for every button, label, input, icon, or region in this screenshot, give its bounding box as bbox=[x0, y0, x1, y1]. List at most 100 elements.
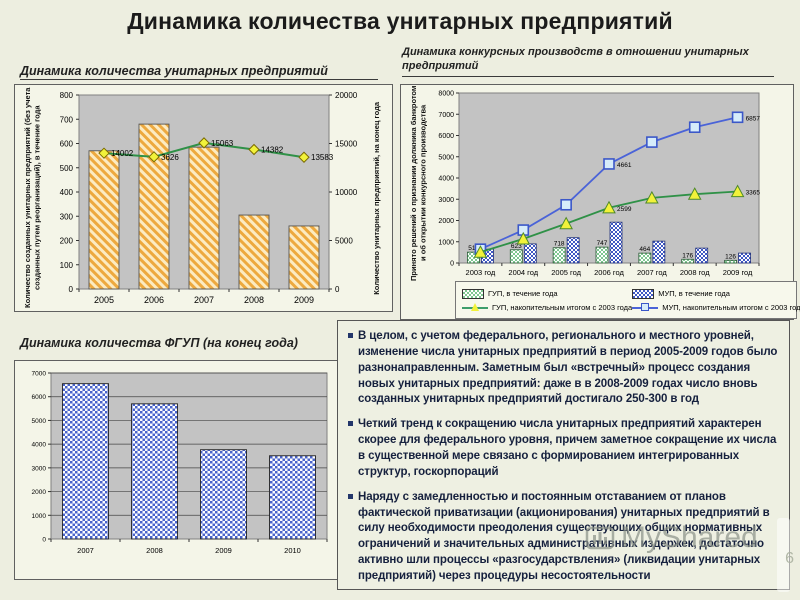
legend-item-mup-cumulative: МУП, накопительным итогом с 2003 года bbox=[632, 302, 800, 312]
bar bbox=[188, 146, 220, 290]
bar-mup bbox=[523, 243, 537, 264]
triangle-marker-icon bbox=[730, 184, 745, 198]
bar-mup bbox=[609, 221, 623, 264]
legend-item-gup-cumulative: ГУП, накопительным итогом с 2003 года bbox=[462, 302, 633, 312]
data-label: 3365 bbox=[746, 189, 761, 196]
x-tick-label: 2005 год bbox=[551, 268, 581, 277]
watermark: MyShared bbox=[585, 521, 758, 555]
data-label: 623 bbox=[511, 243, 522, 250]
y-tick-label: 4000 bbox=[438, 176, 454, 183]
legend-label: МУП, в течение года bbox=[658, 289, 730, 298]
bar bbox=[131, 403, 178, 540]
bar bbox=[62, 383, 109, 540]
bar bbox=[200, 449, 247, 540]
x-tick-label: 2003 год bbox=[466, 268, 496, 277]
bullet-item: В целом, с учетом федерального, регионал… bbox=[348, 329, 779, 408]
x-tick-label: 2008 bbox=[244, 295, 264, 305]
chart1-panel: Количество созданных унитарных предприят… bbox=[14, 84, 393, 312]
bullet-item: Четкий тренд к сокращению числа унитарны… bbox=[348, 417, 779, 480]
triangle-marker-icon bbox=[687, 187, 702, 200]
bar-gup bbox=[595, 246, 609, 264]
mup-bar-swatch-icon bbox=[632, 288, 655, 299]
y-left-tick-label: 0 bbox=[69, 285, 74, 294]
y-left-tick-label: 700 bbox=[60, 115, 74, 124]
x-tick-label: 2007 bbox=[77, 546, 94, 555]
y-tick-label: 4000 bbox=[32, 442, 47, 449]
data-label: 747 bbox=[597, 240, 608, 247]
x-tick-label: 2007 год bbox=[637, 268, 667, 277]
page-title: Динамика количества унитарных предприяти… bbox=[127, 8, 673, 34]
y-tick-label: 0 bbox=[450, 261, 454, 268]
bar-mup bbox=[695, 247, 709, 264]
watermark-text: MyShared bbox=[621, 521, 758, 554]
y-tick-label: 6000 bbox=[438, 133, 454, 140]
watermark-strip bbox=[777, 518, 790, 592]
x-tick-label: 2009 bbox=[215, 546, 232, 555]
legend-item-gup-year: ГУП, в течение года bbox=[462, 288, 632, 299]
y-left-tick-label: 800 bbox=[60, 91, 74, 100]
y-tick-label: 1000 bbox=[438, 239, 454, 246]
x-tick-label: 2008 bbox=[146, 546, 163, 555]
bar bbox=[288, 225, 320, 290]
gup-line-swatch-icon bbox=[462, 302, 488, 312]
y-left-tick-label: 300 bbox=[60, 212, 74, 221]
bar bbox=[138, 123, 170, 290]
bullet-text: Наряду с замедленностью и постоянным отс… bbox=[358, 490, 770, 583]
bar bbox=[88, 150, 120, 290]
y-tick-label: 7000 bbox=[438, 112, 454, 119]
diamond-marker-icon bbox=[248, 143, 260, 156]
chart3-plot: 0 1000 2000 3000 4000 5000 6000 7000 2007 2008 200… bbox=[32, 371, 328, 555]
y-left-tick-label: 400 bbox=[60, 188, 74, 197]
y-tick-label: 7000 bbox=[32, 371, 47, 378]
data-label: 464 bbox=[639, 246, 650, 253]
chart2-panel: Принято решений о признании должника бан… bbox=[400, 84, 800, 320]
bar-gup bbox=[509, 249, 523, 264]
legend-label: ГУП, в течение года bbox=[488, 289, 558, 298]
y-tick-label: 3000 bbox=[438, 197, 454, 204]
y-tick-label: 1000 bbox=[32, 513, 47, 520]
data-label: 3626 bbox=[161, 153, 179, 162]
x-tick-label: 2009 год bbox=[723, 268, 753, 277]
legend-item-mup-year: МУП, в течение года bbox=[632, 288, 800, 299]
data-label: 176 bbox=[682, 252, 693, 259]
bullet-item: Наряду с замедленностью и постоянным отс… bbox=[348, 490, 779, 585]
triangle-marker-icon bbox=[602, 200, 616, 214]
chart2-plot: 0 1000 2000 3000 4000 5000 6000 7000 8000 2003 го… bbox=[438, 91, 761, 278]
square-marker-icon bbox=[560, 198, 572, 211]
data-label: 13583 bbox=[311, 153, 334, 162]
bar bbox=[269, 455, 316, 540]
bar-mup bbox=[566, 237, 580, 264]
y-left-tick-label: 200 bbox=[60, 237, 74, 246]
gup-bar-swatch-icon bbox=[462, 288, 484, 299]
chart3-panel: 0 1000 2000 3000 4000 5000 6000 7000 2007 2008 200… bbox=[14, 360, 342, 580]
x-tick-label: 2006 год bbox=[594, 268, 624, 277]
data-label: 14002 bbox=[111, 149, 134, 158]
bullet-square-icon bbox=[348, 493, 353, 499]
mup-line-swatch-icon bbox=[632, 302, 659, 312]
y-right-tick-label: 10000 bbox=[335, 188, 358, 197]
y-tick-label: 5000 bbox=[438, 154, 454, 161]
y-tick-label: 5000 bbox=[32, 418, 47, 425]
data-label: 6857 bbox=[746, 115, 761, 122]
plot-area bbox=[458, 92, 760, 264]
y-left-tick-label: 500 bbox=[60, 164, 74, 173]
y-tick-label: 6000 bbox=[32, 394, 47, 401]
x-tick-label: 2004 год bbox=[508, 268, 538, 277]
legend-label: ГУП, накопительным итогом с 2003 года bbox=[492, 302, 633, 312]
bar-gup bbox=[552, 247, 566, 264]
data-label: 511 bbox=[468, 245, 479, 252]
x-tick-label: 2010 bbox=[284, 546, 301, 555]
x-tick-label: 2006 bbox=[144, 295, 164, 305]
data-label: 4661 bbox=[617, 162, 632, 169]
y-right-tick-label: 5000 bbox=[335, 237, 353, 246]
square-marker-icon bbox=[731, 111, 744, 124]
diamond-marker-icon bbox=[298, 151, 310, 163]
bullet-text: Четкий тренд к сокращению числа унитарны… bbox=[358, 418, 777, 478]
diamond-marker-icon bbox=[98, 147, 110, 159]
chart1-title: Динамика количества унитарных предприяти… bbox=[20, 64, 378, 80]
y-tick-label: 0 bbox=[42, 537, 46, 544]
y-right-tick-label: 0 bbox=[335, 285, 340, 294]
diamond-marker-icon bbox=[148, 151, 160, 163]
chart2-legend: ГУП, в течение года МУП, в течение года … bbox=[455, 281, 800, 319]
bar-gup bbox=[681, 258, 695, 264]
